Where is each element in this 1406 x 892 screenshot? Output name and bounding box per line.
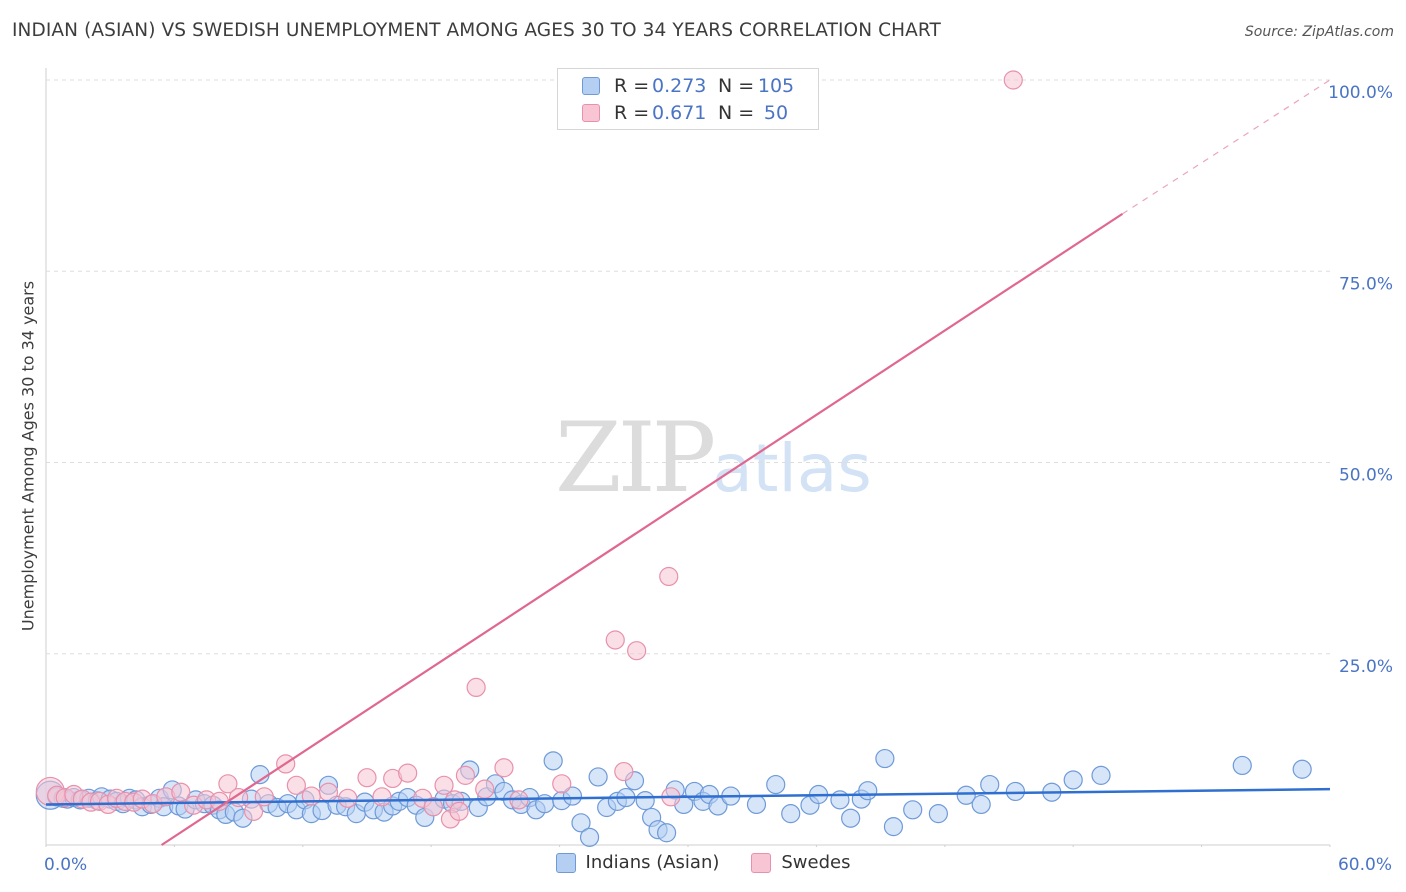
correlation-legend: R = 0.273 N = 105 R = 0.671 N = 50: [557, 68, 819, 130]
data-point-indians: [903, 800, 923, 820]
x-tick-label: 0.0%: [44, 855, 87, 875]
data-point-swedes: [552, 774, 572, 794]
data-point-swedes: [466, 677, 486, 698]
x-tick-label: 60.0%: [1338, 855, 1392, 875]
grid-lines: [45, 68, 1331, 847]
tick-labels: 25.0% 50.0% 75.0% 100.0% 0.0% 60.0%: [44, 83, 1393, 875]
legend-row-indians: R = 0.273 N = 105: [582, 74, 796, 98]
legend-swatch-pink: [751, 852, 772, 873]
data-point-indians: [543, 751, 563, 771]
data-point-swedes: [455, 765, 476, 785]
data-point-swedes: [494, 758, 514, 778]
data-point-swedes: [286, 775, 306, 795]
legend-n-value: 105: [757, 75, 795, 97]
legend-label-swedes: Swedes: [781, 852, 851, 873]
data-point-indians: [858, 781, 878, 801]
data-point-indians: [562, 786, 583, 806]
watermark-zip: ZIP: [555, 402, 716, 514]
data-point-indians: [956, 785, 976, 805]
legend-swatch-blue: [582, 77, 600, 95]
data-point-indians: [971, 794, 991, 815]
y-tick-label: 100.0%: [1328, 83, 1393, 103]
data-point-swedes: [449, 801, 469, 821]
data-point-indians: [1005, 781, 1026, 802]
series-legend: Indians (Asian) Swedes: [0, 852, 1406, 873]
data-point-swedes: [218, 774, 238, 794]
data-point-swedes: [338, 788, 358, 808]
chart-title: INDIAN (ASIAN) VS SWEDISH UNEMPLOYMENT A…: [12, 20, 941, 41]
legend-swatch-blue: [555, 852, 576, 873]
data-point-indians: [1063, 770, 1083, 790]
data-point-swedes: [614, 761, 634, 782]
data-point-indians: [980, 774, 1000, 795]
data-point-indians: [1091, 765, 1111, 785]
data-point-indians: [1232, 755, 1252, 776]
legend-r-label: R =: [614, 75, 650, 97]
data-point-swedes: [659, 566, 679, 587]
data-point-indians: [579, 827, 600, 847]
data-point-swedes: [318, 782, 339, 802]
legend-r-value: 0.273: [652, 75, 707, 97]
data-point-indians: [883, 817, 904, 837]
legend-item-swedes: Swedes: [751, 852, 850, 873]
data-point-indians: [635, 791, 655, 811]
trend-line-swedes-extension: [1122, 79, 1331, 215]
data-point-swedes: [627, 641, 647, 661]
series-swedes-points: [35, 70, 1023, 829]
data-point-indians: [746, 794, 767, 815]
watermark-atlas: atlas: [712, 430, 872, 507]
data-point-indians: [928, 804, 948, 824]
legend-r-value: 0.671: [652, 102, 707, 124]
data-point-indians: [875, 748, 895, 769]
trend-line-indians: [45, 787, 1331, 806]
data-point-swedes: [357, 768, 377, 788]
legend-n-label: N =: [718, 75, 755, 97]
data-point-indians: [830, 790, 850, 810]
data-point-swedes: [605, 630, 625, 650]
y-tick-label: 25.0%: [1339, 657, 1393, 677]
legend-r-label: R =: [614, 102, 650, 124]
data-point-swedes: [475, 779, 495, 799]
data-point-swedes: [398, 763, 418, 783]
y-tick-label: 75.0%: [1339, 274, 1393, 294]
watermark: ZIPatlas: [555, 402, 872, 514]
data-point-indians: [1292, 759, 1312, 779]
trend-line-swedes: [160, 212, 1124, 846]
legend-n-label: N =: [718, 102, 755, 124]
data-point-indians: [766, 774, 786, 795]
data-point-indians: [588, 767, 608, 787]
data-point-indians: [656, 823, 677, 843]
data-point-swedes: [423, 797, 443, 817]
trend-lines: [45, 79, 1331, 846]
data-point-swedes: [434, 775, 454, 795]
source-credit: Source: ZipAtlas.com: [1244, 24, 1394, 40]
legend-item-indians: Indians (Asian): [555, 852, 720, 873]
data-point-indians: [841, 808, 861, 828]
legend-swatch-pink: [582, 104, 600, 122]
data-point-swedes: [372, 787, 392, 807]
legend-row-swedes: R = 0.671 N = 50: [582, 101, 796, 125]
data-point-indians: [571, 813, 591, 833]
y-tick-label: 50.0%: [1339, 466, 1393, 486]
data-point-indians: [781, 804, 801, 824]
legend-n-value: 50: [763, 102, 789, 124]
data-point-swedes: [1003, 70, 1023, 90]
data-point-swedes: [171, 782, 191, 802]
legend-label-indians: Indians (Asian): [585, 852, 720, 873]
